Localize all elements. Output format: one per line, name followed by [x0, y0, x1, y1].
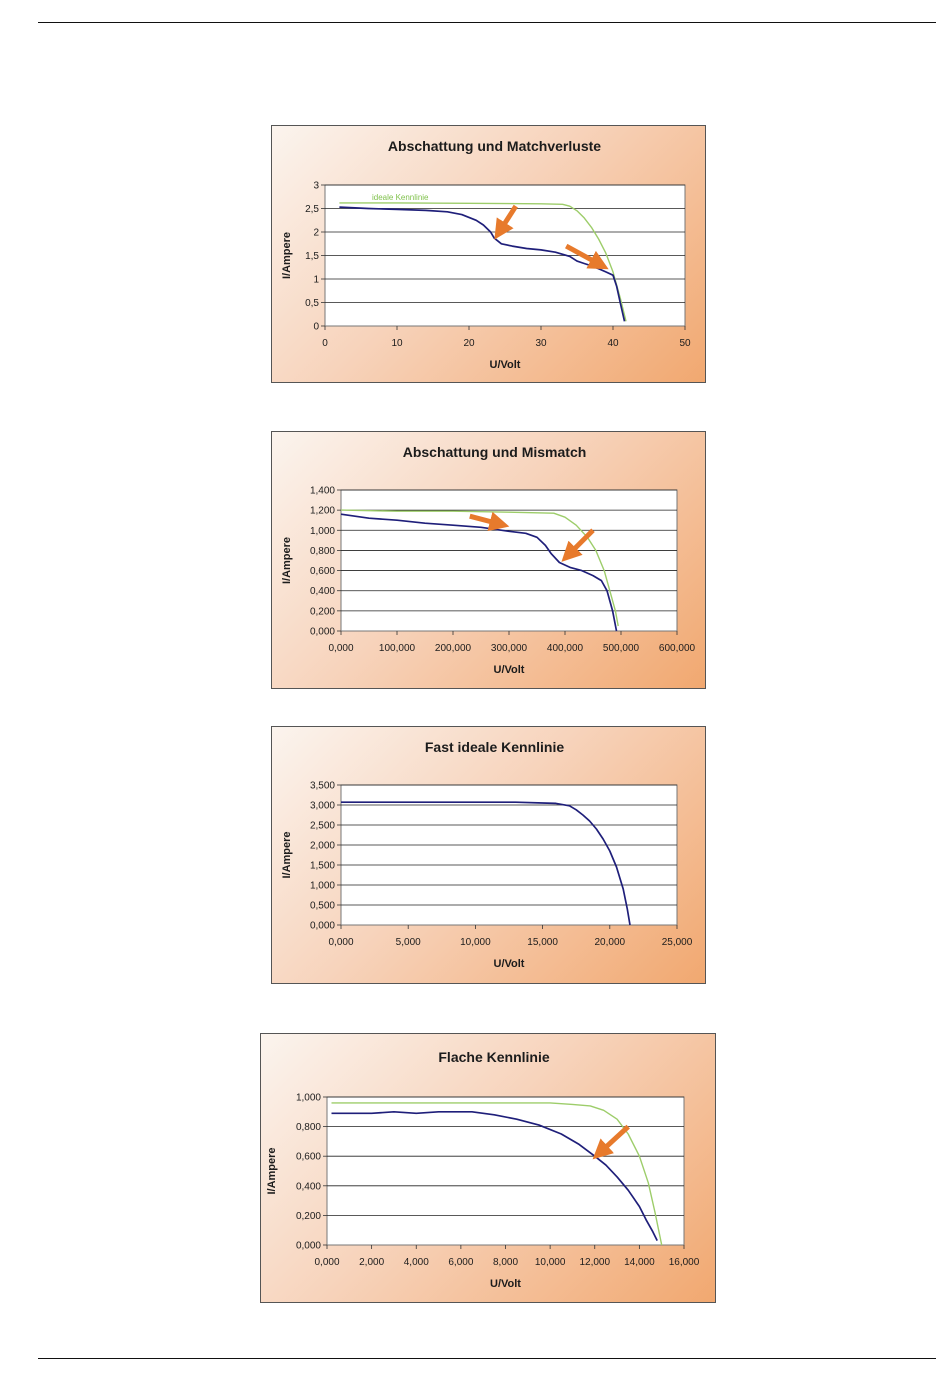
c4-xtick-label: 0,000 [314, 1257, 339, 1268]
c2-xtick-label: 500,000 [603, 643, 640, 654]
c4-series-measured-curve [331, 1110, 658, 1241]
c2-ytick-label: 0,800 [310, 546, 335, 557]
c1-xtick-label: 30 [535, 338, 547, 349]
c3-ytick-label: 0,500 [310, 901, 335, 912]
c3-series-measured-curve [341, 801, 631, 926]
c2-xlabel: U/Volt [494, 664, 525, 676]
c4-title: Flache Kennlinie [438, 1049, 549, 1065]
c4-arrow [592, 1124, 630, 1160]
c4-xtick-label: 16,000 [669, 1257, 700, 1268]
c1-series-measured-curve [339, 206, 626, 322]
c4-xtick-label: 12,000 [579, 1257, 610, 1268]
c3-ylabel: I/Ampere [281, 831, 293, 878]
c1-annotation: ideale Kennlinie [372, 193, 429, 202]
c2-ytick-label: 0,000 [310, 627, 335, 638]
c3-xtick-label: 15,000 [527, 937, 558, 948]
c1-arrow [494, 204, 518, 240]
c2-arrow [469, 511, 510, 532]
c1-ytick-label: 1 [313, 275, 319, 286]
c2-ytick-label: 1,200 [310, 506, 335, 517]
c4-xtick-label: 10,000 [535, 1257, 566, 1268]
top-rule [38, 22, 936, 23]
c2-ytick-label: 0,600 [310, 566, 335, 577]
c2-ytick-label: 1,400 [310, 486, 335, 497]
c1-ylabel: I/Ampere [281, 232, 293, 279]
c1-ytick-label: 2 [313, 228, 319, 239]
c4-ylabel: I/Ampere [266, 1147, 278, 1194]
c1-arrow [565, 243, 609, 270]
c4-xtick-label: 2,000 [359, 1257, 384, 1268]
c3-ytick-label: 2,000 [310, 841, 335, 852]
c3-ytick-label: 1,500 [310, 861, 335, 872]
chart-2: Abschattung und Mismatch 0,000 0,200 0,400 0… [281, 444, 696, 676]
c2-title: Abschattung und Mismatch [403, 444, 587, 460]
c1-xtick-label: 50 [679, 338, 691, 349]
chart-panel-2: Abschattung und Mismatch 0,000 0,200 0,400 0… [271, 431, 706, 689]
c1-ytick-label: 3 [313, 181, 319, 192]
c2-xtick-label: 400,000 [547, 643, 584, 654]
c4-ytick-label: 0,200 [296, 1211, 321, 1222]
c3-xtick-label: 25,000 [662, 937, 693, 948]
chart-panel-4: Flache Kennlinie 0,000 0,200 0,400 0,600 0,80… [260, 1033, 716, 1303]
c2-ylabel: I/Ampere [281, 537, 293, 584]
c3-xtick-label: 0,000 [328, 937, 353, 948]
c2-arrow [561, 528, 595, 562]
c1-xtick-label: 40 [607, 338, 619, 349]
c3-xlabel: U/Volt [494, 958, 525, 970]
c3-ytick-label: 3,000 [310, 801, 335, 812]
c2-ytick-label: 1,000 [310, 526, 335, 537]
c2-ytick-label: 0,200 [310, 606, 335, 617]
c4-series-ideal-curve [331, 1102, 663, 1246]
chart-panel-1: Abschattung und Matchverluste 0 0,5 1 1,5 2 2,… [271, 125, 706, 383]
bottom-rule [38, 1358, 936, 1359]
c3-ytick-label: 1,000 [310, 881, 335, 892]
chart-4: Flache Kennlinie 0,000 0,200 0,400 0,600 0,80… [266, 1049, 700, 1290]
c3-xtick-label: 20,000 [595, 937, 626, 948]
c3-xtick-label: 10,000 [460, 937, 491, 948]
c1-xtick-label: 20 [463, 338, 475, 349]
c3-ytick-label: 2,500 [310, 821, 335, 832]
c3-ytick-label: 0,000 [310, 921, 335, 932]
c4-ytick-label: 0,000 [296, 1241, 321, 1252]
c4-ytick-label: 0,600 [296, 1152, 321, 1163]
c3-xtick-label: 5,000 [396, 937, 421, 948]
c4-ytick-label: 0,400 [296, 1181, 321, 1192]
chart-panel-3: Fast ideale Kennlinie 0,000 0,500 1,000 1,50… [271, 726, 706, 984]
c1-ytick-label: 1,5 [305, 251, 319, 262]
chart-1: Abschattung und Matchverluste 0 0,5 1 1,5 2 2,… [281, 138, 691, 371]
c1-ytick-label: 0,5 [305, 298, 319, 309]
c2-series-measured-curve [340, 513, 618, 632]
c2-xtick-label: 300,000 [491, 643, 528, 654]
c4-plot-area [326, 1096, 685, 1246]
c2-xtick-label: 100,000 [379, 643, 416, 654]
c1-xtick-label: 10 [391, 338, 403, 349]
c1-ytick-label: 2,5 [305, 204, 319, 215]
chart-3: Fast ideale Kennlinie 0,000 0,500 1,000 1,50… [281, 739, 693, 970]
c2-series-ideal-curve [340, 509, 619, 627]
c3-ytick-label: 3,500 [310, 781, 335, 792]
c1-xlabel: U/Volt [490, 359, 521, 371]
c4-ytick-label: 1,000 [296, 1093, 321, 1104]
c4-xtick-label: 14,000 [624, 1257, 655, 1268]
c4-xtick-label: 4,000 [404, 1257, 429, 1268]
c3-plot-area [340, 784, 678, 926]
c4-ytick-label: 0,800 [296, 1122, 321, 1133]
c2-xtick-label: 0,000 [328, 643, 353, 654]
c1-series-ideal-curve [339, 202, 627, 322]
c4-xlabel: U/Volt [490, 1278, 521, 1290]
c1-ytick-label: 0 [313, 322, 319, 333]
c3-title: Fast ideale Kennlinie [425, 739, 564, 755]
c4-xtick-label: 8,000 [493, 1257, 518, 1268]
c2-ytick-label: 0,400 [310, 586, 335, 597]
c1-xtick-label: 0 [322, 338, 328, 349]
c4-xtick-label: 6,000 [448, 1257, 473, 1268]
c2-xtick-label: 600,000 [659, 643, 696, 654]
c2-xtick-label: 200,000 [435, 643, 472, 654]
c1-title: Abschattung und Matchverluste [388, 138, 601, 154]
